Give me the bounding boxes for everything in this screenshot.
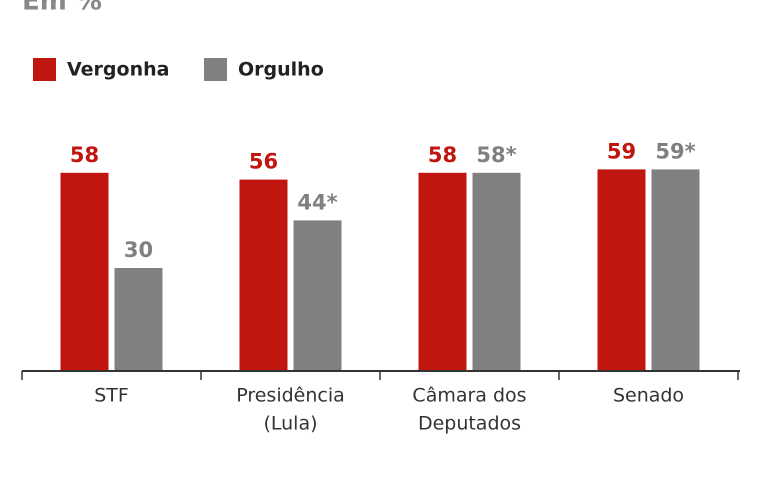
x-tick-label: Câmara dos: [412, 385, 526, 407]
legend-swatch: [33, 58, 56, 81]
value-label: 30: [124, 238, 153, 262]
x-tick-label: Senado: [613, 385, 684, 407]
bar: [418, 172, 467, 370]
value-label: 58: [428, 143, 457, 167]
bar: [293, 220, 342, 370]
legend-swatch: [204, 58, 227, 81]
value-label: 59: [607, 139, 636, 163]
x-tick-label: (Lula): [263, 413, 317, 435]
x-tick-label: Deputados: [418, 413, 521, 435]
chart-subtitle: Em %: [22, 0, 102, 17]
legend-label: Orgulho: [238, 59, 324, 81]
x-tick-label: STF: [94, 385, 129, 407]
value-label: 59*: [655, 139, 695, 163]
bar: [114, 268, 163, 370]
x-tick-label: Presidência: [236, 385, 345, 407]
value-label: 44*: [297, 190, 337, 214]
bar: [60, 172, 109, 370]
value-label: 58: [70, 143, 99, 167]
bar: [651, 169, 700, 370]
bar: [472, 172, 521, 370]
bar: [239, 179, 288, 370]
bar: [597, 169, 646, 370]
legend-label: Vergonha: [67, 59, 169, 81]
value-label: 56: [249, 150, 278, 174]
value-label: 58*: [476, 143, 516, 167]
